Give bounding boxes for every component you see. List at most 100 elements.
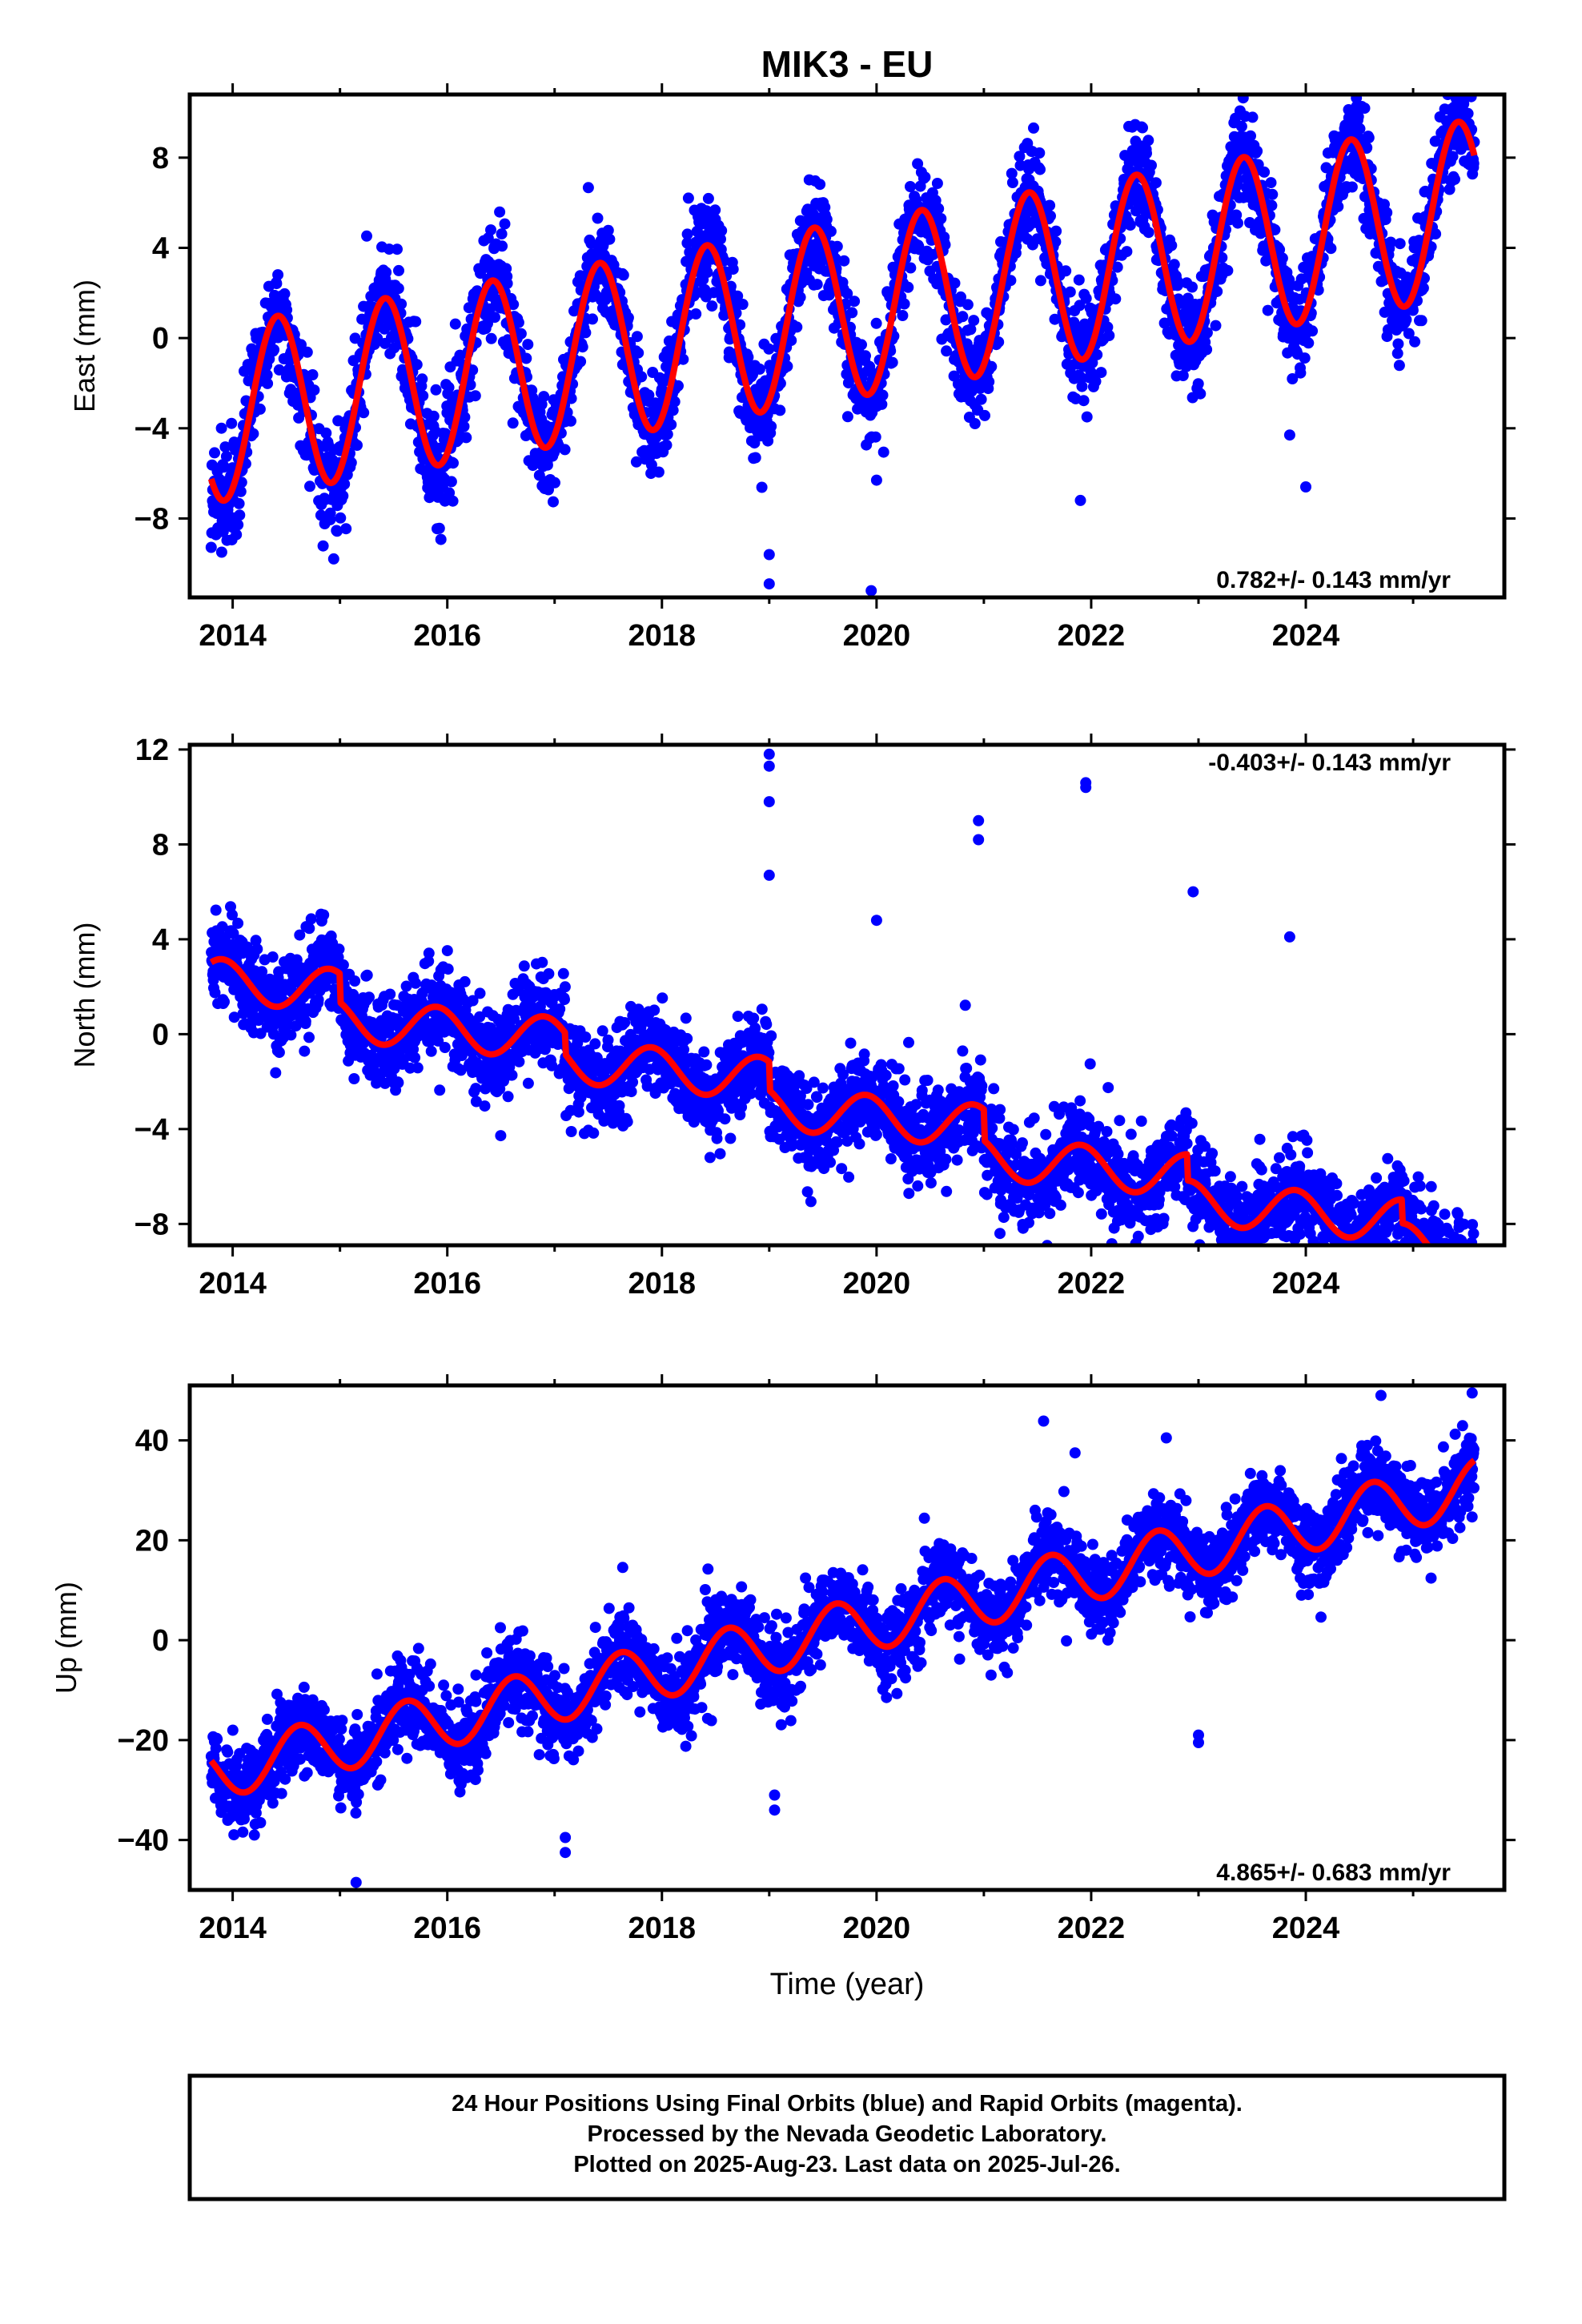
north-data-point — [318, 909, 330, 921]
east-data-point — [1332, 200, 1344, 212]
north-data-point — [554, 1003, 566, 1015]
east-data-point — [870, 317, 882, 329]
east-data-point — [846, 307, 858, 319]
east-data-point — [781, 360, 793, 372]
east-data-point — [215, 546, 227, 558]
east-data-point — [575, 356, 587, 368]
east-data-point — [345, 456, 357, 468]
east-data-point — [643, 389, 655, 401]
east-data-point — [841, 287, 853, 300]
east-data-point — [565, 392, 577, 404]
east-data-point — [986, 360, 998, 372]
east-y-tick-label: 8 — [152, 142, 169, 175]
east-data-point — [1235, 120, 1247, 132]
north-data-point — [704, 1152, 716, 1164]
east-data-point — [968, 315, 980, 327]
east-data-point — [307, 369, 319, 380]
east-x-tick-label: 2016 — [413, 619, 481, 653]
east-data-point — [332, 415, 344, 427]
east-data-point — [630, 456, 642, 468]
east-data-point — [905, 262, 917, 274]
north-data-point — [384, 988, 396, 1000]
east-data-point — [715, 233, 726, 245]
east-data-point — [548, 496, 559, 508]
east-data-point — [380, 267, 392, 279]
east-data-point — [993, 336, 1005, 348]
east-data-point — [234, 509, 246, 521]
east-data-point — [864, 360, 876, 372]
east-data-point — [458, 420, 470, 432]
north-data-point — [559, 981, 571, 993]
east-data-point — [220, 450, 232, 462]
east-outlier-point — [865, 585, 877, 597]
east-outlier-point — [763, 549, 775, 561]
north-data-point — [602, 1034, 614, 1046]
east-data-point — [273, 364, 285, 376]
east-data-point — [1168, 259, 1180, 271]
east-data-point — [1081, 411, 1093, 423]
east-data-point — [1141, 147, 1152, 159]
east-data-point — [1222, 264, 1234, 276]
east-data-point — [669, 396, 681, 408]
east-data-point — [1074, 300, 1086, 312]
north-data-point — [470, 1083, 482, 1095]
east-data-point — [708, 287, 720, 299]
east-data-point — [706, 300, 718, 312]
north-data-point — [459, 975, 471, 987]
east-data-point — [358, 407, 370, 419]
east-data-point — [1192, 378, 1204, 390]
east-data-point — [335, 512, 347, 524]
east-data-point — [295, 339, 307, 351]
north-data-point — [613, 1100, 625, 1112]
north-data-point — [425, 1045, 437, 1057]
north-data-point — [423, 947, 435, 959]
north-data-point — [625, 1086, 637, 1098]
north-data-point — [363, 991, 375, 1003]
north-data-point — [219, 996, 230, 1007]
east-data-point — [1415, 315, 1427, 327]
north-data-point — [299, 1015, 311, 1027]
north-data-point — [648, 1004, 661, 1016]
east-data-point — [869, 431, 881, 443]
east-data-point — [1210, 320, 1222, 332]
east-data-point — [1276, 252, 1288, 264]
east-data-point — [838, 255, 850, 267]
east-data-point — [1295, 367, 1307, 379]
east-data-point — [449, 318, 461, 330]
east-data-point — [732, 290, 744, 302]
east-data-point — [279, 287, 291, 300]
east-data-point — [520, 352, 532, 364]
east-data-point — [831, 240, 843, 252]
east-data-point — [219, 441, 231, 453]
east-data-point — [1034, 275, 1046, 287]
east-data-point — [582, 182, 594, 194]
east-x-tick-label: 2018 — [628, 619, 697, 653]
east-data-point — [339, 478, 351, 490]
east-data-point — [496, 228, 508, 240]
east-data-point — [1259, 166, 1271, 178]
east-data-point — [969, 418, 981, 429]
east-outlier-point — [763, 578, 775, 590]
east-data-point — [677, 353, 689, 365]
east-data-point — [1050, 225, 1062, 237]
east-data-point — [1142, 135, 1154, 147]
east-data-point — [393, 264, 404, 276]
east-data-point — [1171, 279, 1183, 292]
east-data-point — [209, 447, 220, 459]
east-data-point — [447, 495, 459, 507]
east-outlier-point — [1300, 481, 1311, 493]
north-data-point — [565, 1126, 577, 1137]
east-data-point — [247, 428, 259, 440]
north-data-point — [299, 1045, 311, 1057]
east-data-point — [656, 376, 669, 388]
east-data-point — [417, 390, 429, 402]
east-data-point — [396, 298, 408, 310]
east-data-point — [737, 299, 749, 310]
east-data-point — [709, 204, 721, 216]
figure-title: MIK3 - EU — [761, 43, 934, 85]
east-data-point — [428, 410, 440, 422]
east-data-point — [681, 237, 693, 249]
east-data-point — [856, 339, 867, 351]
east-data-point — [392, 283, 404, 295]
north-data-point — [337, 959, 349, 971]
